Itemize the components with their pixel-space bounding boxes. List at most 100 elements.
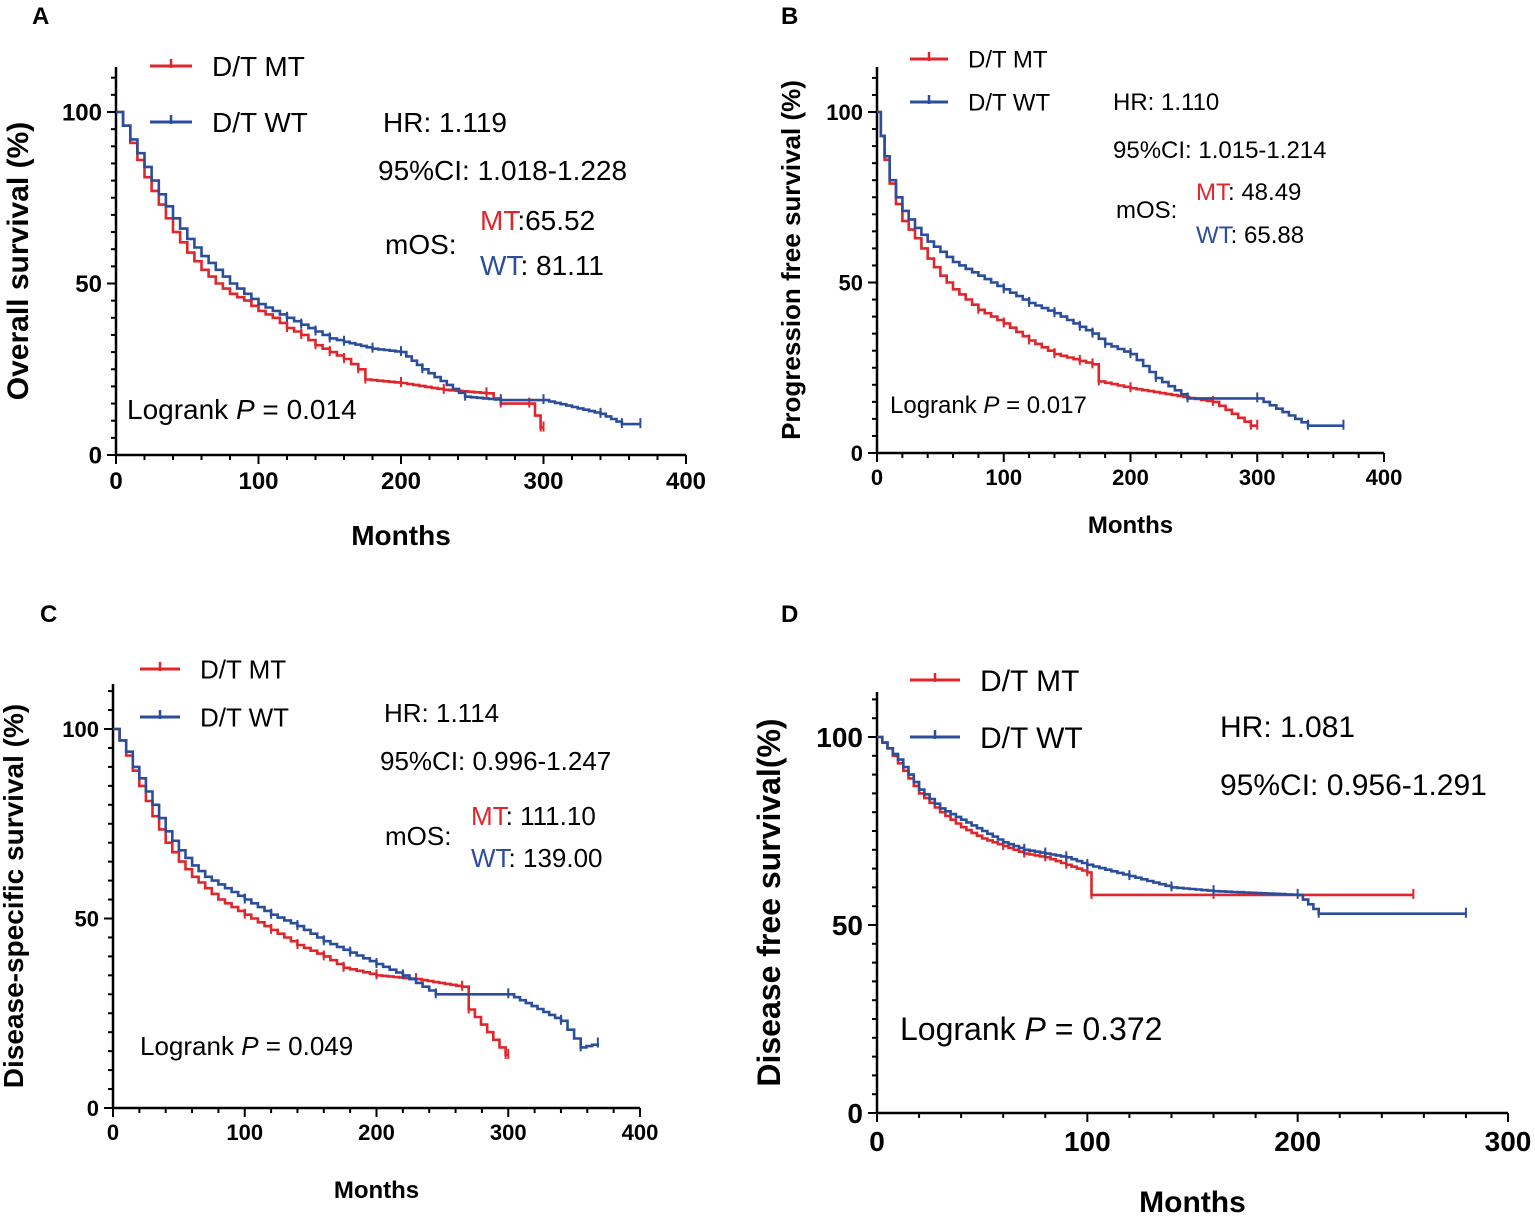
logrank-text: Logrank P = 0.014	[127, 394, 357, 425]
x-tick-label: 200	[381, 468, 421, 495]
series-wt-curve	[877, 110, 1344, 427]
logrank-prefix: Logrank	[140, 1031, 241, 1061]
mos-wt-text: WT: 65.88	[1196, 222, 1304, 249]
legend-label-mt: D/T MT	[968, 47, 1048, 74]
logrank-prefix: Logrank	[900, 1011, 1025, 1047]
logrank-prefix: Logrank	[890, 392, 983, 419]
series-wt-curve	[877, 735, 1466, 915]
x-tick-label: 400	[622, 1120, 659, 1145]
y-axis-label: Disease free survival(%)	[751, 718, 787, 1086]
logrank-text: Logrank P = 0.372	[900, 1011, 1162, 1047]
hr-text: HR: 1.119	[383, 107, 507, 138]
y-axis-label: Overall survival (%)	[2, 122, 35, 400]
x-tick-label: 400	[1366, 465, 1403, 490]
y-axis-label: Progression free survival (%)	[776, 80, 806, 440]
x-axis-label: Months	[1088, 512, 1173, 539]
mos-mt-label: MT	[480, 205, 520, 236]
y-tick-label: 0	[851, 441, 863, 466]
ci-text: 95%CI: 0.956-1.291	[1220, 769, 1487, 802]
panel-label: B	[781, 3, 798, 30]
legend-label-wt: D/T WT	[980, 722, 1083, 755]
legend-label-wt: D/T WT	[968, 90, 1051, 117]
x-tick-label: 0	[871, 465, 883, 490]
logrank-p-symbol: P	[983, 392, 999, 419]
x-axis-label: Months	[351, 520, 451, 551]
y-tick-label: 0	[87, 1096, 99, 1121]
x-tick-label: 200	[1112, 465, 1149, 490]
logrank-p-value: = 0.014	[255, 394, 357, 425]
panel-d: D 0 100 200 300 0 50 100 Months Disease free surv…	[751, 601, 1531, 1216]
panel-c: C 0 100 200 300 400 0 50 100 Months Disease-specif…	[0, 601, 658, 1204]
logrank-p-symbol: P	[241, 1031, 259, 1061]
y-tick-label: 50	[832, 910, 863, 941]
legend-label-wt: D/T WT	[200, 702, 289, 732]
x-tick-label: 400	[666, 468, 706, 495]
mos-wt-label: WT	[471, 843, 512, 873]
series-wt-curve	[116, 110, 641, 426]
mos-wt-value: : 139.00	[509, 843, 603, 873]
panel-b: B 0 100 200 300 400 0 50 100 Months Progression fr…	[776, 3, 1402, 539]
mos-wt-label: WT	[480, 250, 523, 281]
mos-mt-label: MT	[1196, 179, 1231, 206]
x-tick-label: 100	[1064, 1126, 1111, 1157]
x-tick-label: 100	[238, 468, 278, 495]
y-tick-label: 0	[847, 1098, 863, 1129]
legend-label-wt: D/T WT	[212, 107, 308, 138]
x-tick-label: 300	[1239, 465, 1276, 490]
x-axis-label: Months	[1139, 1186, 1246, 1216]
logrank-p-symbol: P	[1025, 1011, 1047, 1047]
mos-wt-value: : 65.88	[1231, 222, 1304, 249]
mos-mt-label: MT	[471, 801, 509, 831]
logrank-text: Logrank P = 0.049	[140, 1031, 353, 1061]
logrank-p-value: = 0.049	[259, 1031, 354, 1061]
mos-wt-text: WT: 81.11	[480, 250, 604, 281]
y-tick-label: 100	[62, 717, 99, 742]
mos-wt-text: WT: 139.00	[471, 843, 603, 873]
x-tick-label: 0	[109, 468, 122, 495]
mos-wt-label: WT	[1196, 222, 1234, 249]
mos-mt-value: :65.52	[517, 205, 595, 236]
y-tick-label: 0	[89, 443, 102, 470]
y-tick-label: 100	[816, 722, 863, 753]
mos-mt-value: : 48.49	[1228, 179, 1301, 206]
y-tick-label: 50	[75, 271, 102, 298]
legend-label-mt: D/T MT	[980, 665, 1079, 698]
y-tick-label: 100	[62, 100, 102, 127]
mos-mt-value: : 111.10	[506, 801, 596, 831]
mos-label: mOS:	[385, 821, 451, 851]
panel-a: A 0 100 200 300 400 0 50 100 Months Overall surviv…	[2, 3, 706, 551]
series-mt-curve	[113, 727, 509, 1057]
x-tick-label: 100	[985, 465, 1022, 490]
x-tick-label: 300	[523, 468, 563, 495]
mos-mt-text: MT: 48.49	[1196, 179, 1301, 206]
y-tick-label: 50	[75, 906, 99, 931]
panel-label: D	[781, 601, 798, 628]
ci-text: 95%CI: 1.018-1.228	[378, 155, 627, 186]
series-wt-curve	[113, 727, 600, 1049]
y-tick-label: 100	[826, 100, 863, 125]
hr-text: HR: 1.110	[1113, 89, 1219, 116]
series-mt-curve	[116, 110, 544, 429]
mos-mt-text: MT:65.52	[480, 205, 595, 236]
hr-text: HR: 1.114	[384, 698, 499, 728]
x-tick-label: 300	[490, 1120, 527, 1145]
y-tick-label: 50	[839, 270, 863, 295]
x-tick-label: 0	[107, 1120, 119, 1145]
panel-label: C	[40, 601, 57, 628]
x-axis-label: Months	[334, 1177, 419, 1204]
x-tick-label: 100	[226, 1120, 263, 1145]
legend-label-mt: D/T MT	[200, 654, 286, 684]
x-tick-label: 0	[869, 1126, 885, 1157]
hr-text: HR: 1.081	[1220, 711, 1355, 744]
y-axis-label: Disease-specific survival (%)	[0, 704, 29, 1088]
logrank-p-value: = 0.372	[1046, 1011, 1163, 1047]
x-tick-label: 200	[1274, 1126, 1321, 1157]
logrank-prefix: Logrank	[127, 394, 236, 425]
x-tick-label: 200	[358, 1120, 395, 1145]
mos-label: mOS:	[385, 229, 457, 260]
ci-text: 95%CI: 0.996-1.247	[380, 746, 611, 776]
ci-text: 95%CI: 1.015-1.214	[1113, 137, 1326, 164]
mos-mt-text: MT: 111.10	[471, 801, 596, 831]
logrank-p-value: = 0.017	[999, 392, 1086, 419]
